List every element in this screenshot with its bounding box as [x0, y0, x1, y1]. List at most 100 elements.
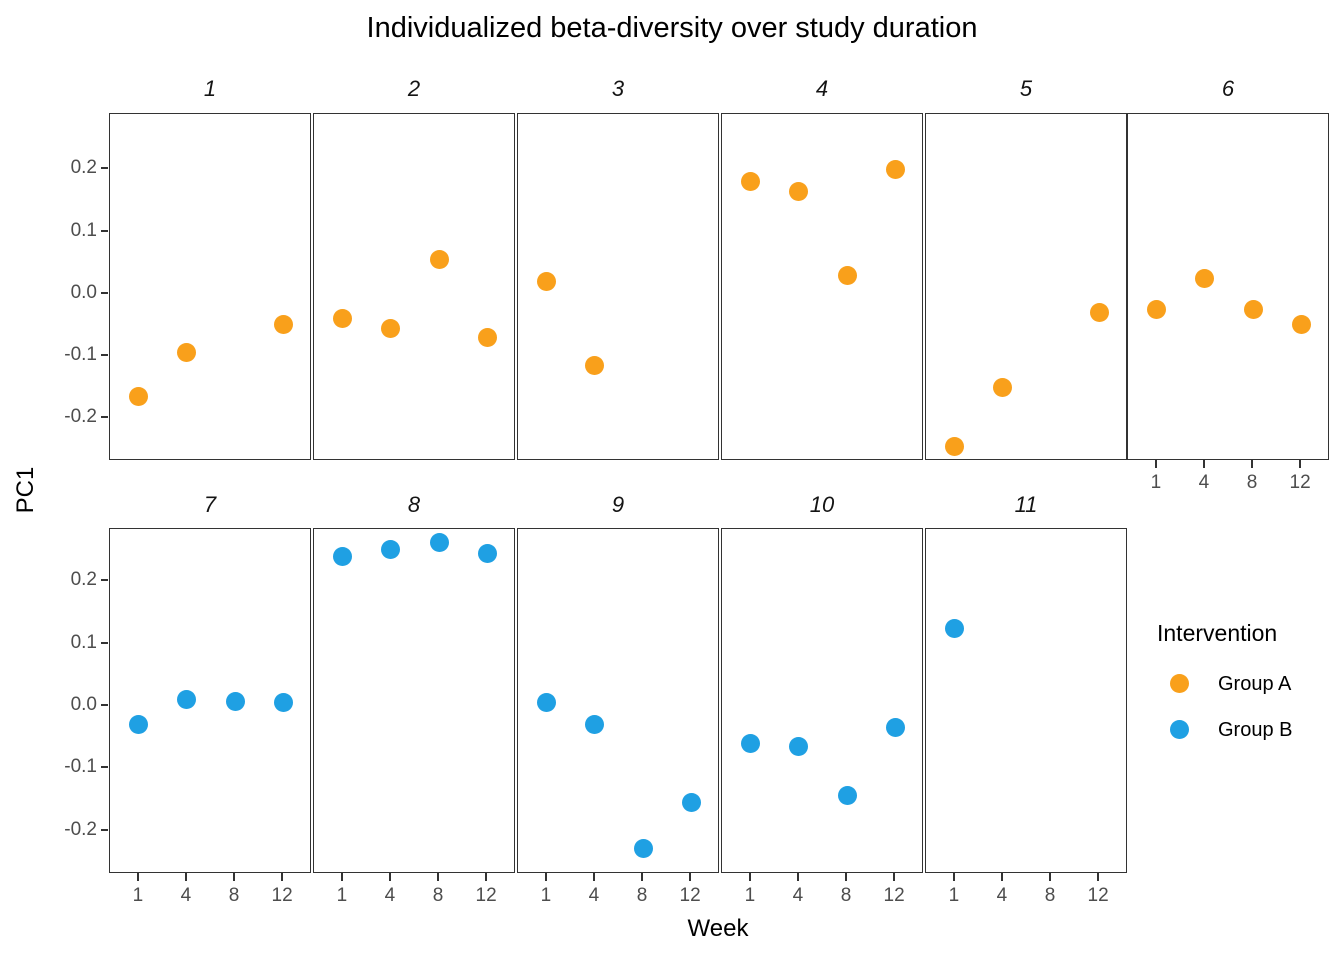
- y-tick-label: -0.1: [64, 756, 97, 778]
- x-tick-mark: [796, 873, 799, 881]
- data-point: [177, 690, 197, 710]
- data-point: [741, 733, 761, 753]
- data-point: [1291, 315, 1311, 335]
- data-point: [945, 618, 965, 638]
- x-tick-mark: [592, 873, 595, 881]
- y-tick-mark: [101, 641, 108, 644]
- facet-strip-label: 3: [611, 76, 625, 101]
- facet-panel: [109, 113, 311, 460]
- data-point: [429, 250, 449, 270]
- y-tick-mark: [101, 766, 108, 769]
- y-tick-mark: [101, 354, 108, 357]
- x-tick-label: 8: [840, 885, 852, 906]
- data-point: [177, 343, 197, 363]
- data-point: [429, 533, 449, 553]
- data-point: [585, 355, 605, 375]
- data-point: [837, 785, 857, 805]
- facet-panel: [517, 528, 719, 873]
- x-tick-mark: [845, 873, 848, 881]
- data-point: [681, 793, 701, 813]
- data-point: [381, 539, 401, 559]
- x-tick-label: 4: [996, 885, 1008, 906]
- data-point: [537, 693, 557, 713]
- x-tick-label: 12: [1289, 472, 1311, 493]
- x-tick-label: 12: [883, 885, 905, 906]
- data-point: [945, 436, 965, 456]
- x-axis-title: Week: [687, 915, 749, 942]
- y-axis-title: PC1: [12, 466, 39, 514]
- x-tick-label: 4: [384, 885, 396, 906]
- facet-strip-label: 4: [815, 76, 829, 101]
- x-tick-mark: [641, 873, 644, 881]
- y-tick-label: 0.1: [70, 631, 97, 653]
- x-tick-label: 8: [1246, 472, 1258, 493]
- x-tick-mark: [1097, 873, 1100, 881]
- legend-label-group-b: Group B: [1218, 719, 1293, 741]
- x-tick-label: 1: [540, 885, 552, 906]
- facet-strip-label: 1: [203, 76, 217, 101]
- plot-title: Individualized beta-diversity over study…: [366, 12, 978, 44]
- facet-panel: [1127, 113, 1329, 460]
- y-tick-mark: [101, 167, 108, 170]
- x-tick-mark: [1049, 873, 1052, 881]
- x-tick-label: 1: [1150, 472, 1162, 493]
- data-point: [273, 315, 293, 335]
- facet-panel: [517, 113, 719, 460]
- y-tick-label: -0.2: [64, 818, 97, 840]
- x-tick-mark: [1000, 873, 1003, 881]
- data-point: [789, 736, 809, 756]
- x-tick-label: 4: [1198, 472, 1210, 493]
- x-tick-label: 1: [132, 885, 144, 906]
- legend-label-group-a: Group A: [1218, 673, 1292, 695]
- x-tick-mark: [893, 873, 896, 881]
- x-tick-mark: [233, 873, 236, 881]
- data-point: [333, 309, 353, 329]
- x-tick-mark: [748, 873, 751, 881]
- data-point: [789, 181, 809, 201]
- data-point: [1243, 299, 1263, 319]
- x-tick-label: 4: [180, 885, 192, 906]
- y-tick-label: -0.1: [64, 344, 97, 366]
- data-point: [477, 327, 497, 347]
- facet-panel: [109, 528, 311, 873]
- data-point: [633, 838, 653, 858]
- data-point: [585, 715, 605, 735]
- y-tick-mark: [101, 416, 108, 419]
- x-tick-label: 1: [948, 885, 960, 906]
- facet-strip-label: 6: [1221, 76, 1235, 101]
- x-tick-label: 8: [228, 885, 240, 906]
- y-tick-label: -0.2: [64, 406, 97, 428]
- y-tick-mark: [101, 579, 108, 582]
- data-point: [885, 718, 905, 738]
- legend-key-group-a-icon: [1170, 674, 1189, 693]
- facet-panel: [721, 113, 923, 460]
- x-tick-mark: [689, 873, 692, 881]
- y-tick-mark: [101, 291, 108, 294]
- data-point: [1147, 299, 1167, 319]
- x-tick-label: 1: [744, 885, 756, 906]
- legend-title: Intervention: [1157, 620, 1278, 646]
- x-tick-mark: [281, 873, 284, 881]
- x-tick-mark: [1251, 460, 1254, 468]
- facet-strip-label: 8: [407, 492, 421, 517]
- facet-strip-label: 9: [611, 492, 625, 517]
- x-tick-label: 12: [271, 885, 293, 906]
- facet-strip-label: 5: [1019, 76, 1033, 101]
- y-tick-label: 0.0: [70, 694, 97, 715]
- facet-strip-label: 10: [809, 492, 835, 517]
- data-point: [885, 159, 905, 179]
- facet-strip-label: 2: [407, 76, 421, 101]
- x-tick-label: 8: [1044, 885, 1056, 906]
- y-tick-label: 0.2: [70, 157, 97, 179]
- data-point: [1089, 302, 1109, 322]
- data-point: [837, 265, 857, 285]
- data-point: [381, 318, 401, 338]
- facet-panel: [721, 528, 923, 873]
- data-point: [129, 715, 149, 735]
- y-tick-mark: [101, 828, 108, 831]
- data-point: [273, 693, 293, 713]
- data-point: [993, 377, 1013, 397]
- x-tick-label: 1: [336, 885, 348, 906]
- facet-panel: [925, 528, 1127, 873]
